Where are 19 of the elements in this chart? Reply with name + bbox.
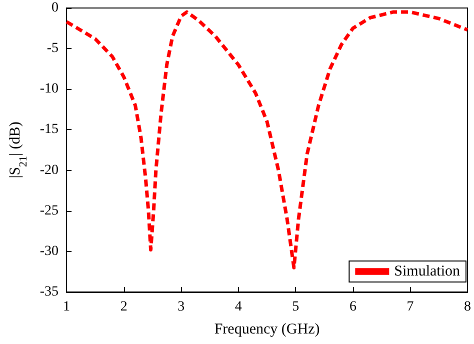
y-tick-label: -25 xyxy=(40,203,59,218)
x-tick-label: 5 xyxy=(292,300,300,314)
y-axis-title: |S21| (dB) xyxy=(8,122,30,178)
y-tick-label: -35 xyxy=(40,284,59,300)
legend-label: Simulation xyxy=(394,264,460,280)
x-tick-label: 3 xyxy=(178,300,185,314)
x-tick-label: 1 xyxy=(63,300,70,314)
x-tick-label: 4 xyxy=(234,300,242,314)
y-tick-label: 0 xyxy=(52,0,59,16)
y-tick-label: -10 xyxy=(40,82,59,97)
x-tick-label: 8 xyxy=(464,300,471,314)
y-tick-label: -15 xyxy=(40,122,59,138)
x-tick-label: 7 xyxy=(406,300,414,314)
y-tick-label: -5 xyxy=(46,41,59,56)
x-axis-title: Frequency (GHz) xyxy=(214,322,320,338)
x-tick-label: 2 xyxy=(120,300,128,314)
y-tick-label: -20 xyxy=(40,162,59,178)
y-tick-label: -30 xyxy=(40,244,59,259)
x-tick-label: 6 xyxy=(349,300,356,314)
